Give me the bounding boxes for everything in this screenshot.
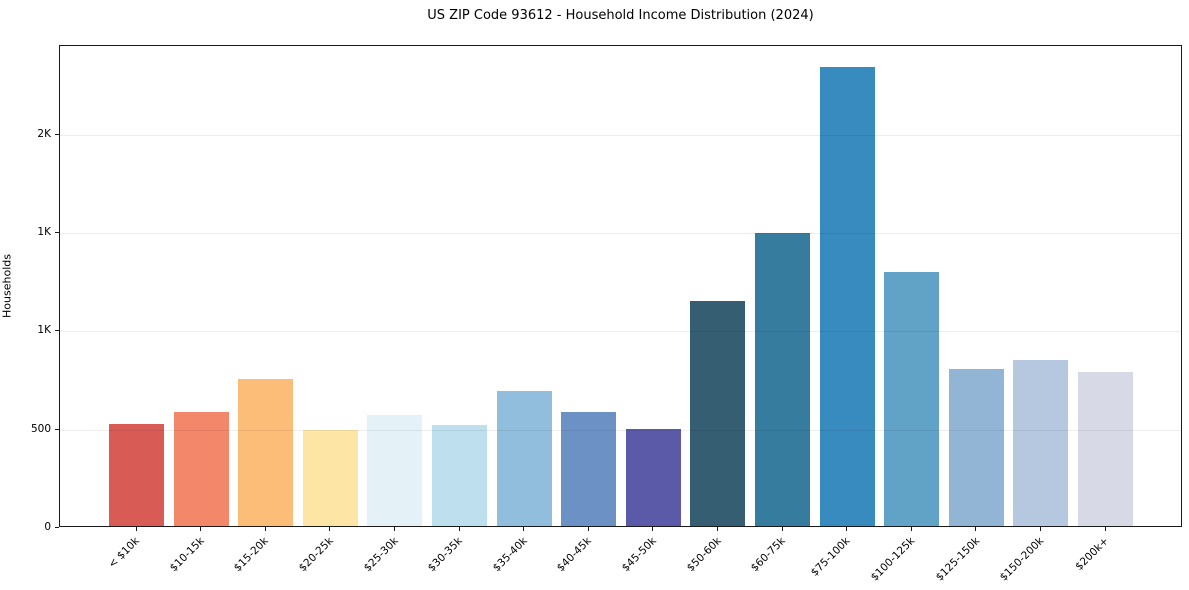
- bar: [1013, 359, 1069, 526]
- y-tick-mark: [55, 133, 59, 135]
- x-tick-mark: [200, 527, 202, 531]
- y-tick-mark: [55, 428, 59, 430]
- chart-title: US ZIP Code 93612 - Household Income Dis…: [427, 8, 814, 23]
- plot-area: [59, 45, 1182, 527]
- y-tick-mark: [55, 232, 59, 234]
- x-tick-mark: [1039, 527, 1041, 531]
- x-tick-mark: [264, 527, 266, 531]
- y-tick-label: 2K: [37, 127, 51, 140]
- bar: [238, 378, 294, 526]
- y-tick-label: 500: [30, 422, 51, 435]
- bar: [690, 300, 746, 526]
- x-tick-mark: [135, 527, 137, 531]
- gridline: [60, 429, 1181, 431]
- x-tick-mark: [329, 527, 331, 531]
- bar: [109, 423, 164, 526]
- bar: [1078, 371, 1133, 526]
- bar: [819, 67, 875, 526]
- x-tick-mark: [716, 527, 718, 531]
- bar: [884, 272, 940, 526]
- bar: [302, 429, 358, 526]
- y-tick-label: 1K: [37, 324, 51, 337]
- bar: [755, 233, 810, 526]
- x-tick-mark: [652, 527, 654, 531]
- x-tick-mark: [393, 527, 395, 531]
- bar: [173, 412, 229, 526]
- x-tick-mark: [975, 527, 977, 531]
- y-tick-label: 1K: [37, 226, 51, 239]
- x-tick-mark: [523, 527, 525, 531]
- gridline: [60, 331, 1181, 333]
- bar: [625, 428, 681, 526]
- y-tick-mark: [55, 527, 59, 528]
- y-tick-mark: [55, 330, 59, 332]
- x-tick-mark: [781, 527, 783, 531]
- bar: [367, 414, 423, 526]
- bar: [432, 424, 487, 526]
- x-tick-mark: [587, 527, 589, 531]
- x-tick-mark: [1104, 527, 1106, 531]
- x-tick-mark: [910, 527, 912, 531]
- x-tick-mark: [458, 527, 460, 531]
- bar: [496, 391, 552, 526]
- gridline: [60, 134, 1181, 136]
- bar: [948, 368, 1004, 526]
- x-tick-mark: [846, 527, 848, 531]
- y-tick-label: 0: [44, 521, 51, 533]
- y-axis-label: Households: [0, 254, 14, 318]
- bar: [561, 412, 617, 526]
- gridline: [60, 233, 1181, 235]
